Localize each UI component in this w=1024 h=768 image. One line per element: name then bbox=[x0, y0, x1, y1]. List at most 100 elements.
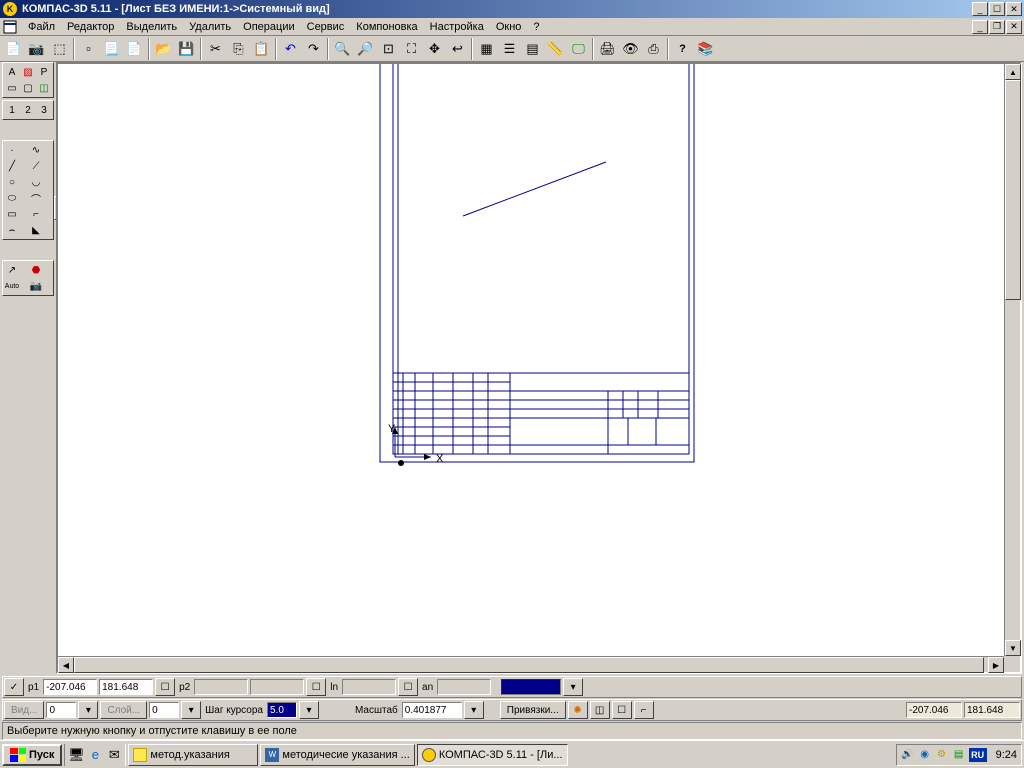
props-icon[interactable]: 📷 bbox=[28, 278, 44, 294]
start-button[interactable]: Пуск bbox=[2, 744, 62, 766]
auto-icon[interactable]: Auto bbox=[4, 278, 20, 294]
menu-window[interactable]: Окно bbox=[490, 19, 528, 35]
num-3-icon[interactable]: 3 bbox=[36, 102, 52, 118]
paste-icon[interactable]: 📋 bbox=[250, 38, 273, 60]
close-button[interactable]: ✕ bbox=[1006, 2, 1022, 16]
mode-hatch-icon[interactable]: ▨ bbox=[20, 64, 36, 80]
line-style-dropdown-icon[interactable]: ▾ bbox=[563, 678, 583, 696]
print-icon[interactable]: 🖨 bbox=[596, 38, 619, 60]
p2-x-input[interactable] bbox=[194, 679, 248, 695]
task-btn-0[interactable]: метод.указания bbox=[128, 744, 258, 766]
mode-2-icon[interactable]: ▢ bbox=[20, 80, 36, 96]
menu-select[interactable]: Выделить bbox=[120, 19, 183, 35]
plot-icon[interactable]: ⎙ bbox=[642, 38, 665, 60]
help-cursor-icon[interactable]: ? bbox=[671, 38, 694, 60]
scroll-down-button[interactable]: ▼ bbox=[1005, 640, 1021, 656]
scale-input[interactable] bbox=[402, 702, 462, 718]
snap3-icon[interactable]: ☐ bbox=[612, 701, 632, 719]
p1-lock-icon[interactable]: ✓ bbox=[4, 678, 24, 696]
ln-lock-icon[interactable]: ☐ bbox=[306, 678, 326, 696]
an-input[interactable] bbox=[437, 679, 491, 695]
arrow-icon[interactable]: ↗ bbox=[4, 262, 20, 278]
volume-icon[interactable]: 🔊 bbox=[901, 748, 915, 762]
zoom-out-icon[interactable]: 🔎 bbox=[354, 38, 377, 60]
ellipse-icon[interactable]: ⬭ bbox=[4, 190, 20, 206]
snap1-icon[interactable]: ✺ bbox=[568, 701, 588, 719]
cut-icon[interactable]: ✂ bbox=[204, 38, 227, 60]
polyline-icon[interactable]: ⌐ bbox=[28, 206, 44, 222]
scroll-thumb-h[interactable] bbox=[74, 657, 984, 673]
tray-icon-2[interactable]: ◉ bbox=[918, 748, 932, 762]
mode-a-icon[interactable]: A bbox=[4, 64, 20, 80]
an-lock-icon[interactable]: ☐ bbox=[398, 678, 418, 696]
task-btn-1[interactable]: W методичесие указания ... bbox=[260, 744, 414, 766]
fillet-icon[interactable]: ⌢ bbox=[4, 222, 20, 238]
zoom-in-icon[interactable]: 🔍 bbox=[331, 38, 354, 60]
rect-icon[interactable]: ▭ bbox=[4, 206, 20, 222]
view-input[interactable] bbox=[46, 702, 76, 718]
line-style-preview[interactable] bbox=[501, 679, 561, 695]
scroll-right-button[interactable]: ▶ bbox=[988, 657, 1004, 673]
num-2-icon[interactable]: 2 bbox=[20, 102, 36, 118]
line-icon[interactable]: ╱ bbox=[4, 158, 20, 174]
layers-icon[interactable]: ☰ bbox=[498, 38, 521, 60]
stop-icon[interactable]: ⬣ bbox=[28, 262, 44, 278]
save-icon[interactable]: 💾 bbox=[175, 38, 198, 60]
new-sheet-icon[interactable]: ▫ bbox=[77, 38, 100, 60]
layer-button[interactable]: Слой... bbox=[100, 701, 147, 719]
cursor-step-input[interactable] bbox=[267, 702, 297, 718]
scroll-up-button[interactable]: ▲ bbox=[1005, 64, 1021, 80]
aux-line-icon[interactable]: ⟋ bbox=[28, 158, 44, 174]
layer-dropdown-icon[interactable]: ▾ bbox=[181, 701, 201, 719]
mdi-minimize-button[interactable]: _ bbox=[972, 20, 988, 34]
copy-icon[interactable]: ⎘ bbox=[227, 38, 250, 60]
mdi-icon[interactable] bbox=[2, 19, 18, 35]
minimize-button[interactable]: _ bbox=[972, 2, 988, 16]
zoom-fit-icon[interactable]: ⛶ bbox=[400, 38, 423, 60]
arc2-icon[interactable]: ◡ bbox=[28, 174, 44, 190]
menu-help[interactable]: ? bbox=[527, 19, 545, 35]
spline-icon[interactable]: ∿ bbox=[28, 142, 44, 158]
scale-dropdown-icon[interactable]: ▾ bbox=[464, 701, 484, 719]
snap2-icon[interactable]: ◫ bbox=[590, 701, 610, 719]
chamfer-icon[interactable]: ◣ bbox=[28, 222, 44, 238]
snap-button[interactable]: Привязки... bbox=[500, 701, 566, 719]
menu-settings[interactable]: Настройка bbox=[424, 19, 490, 35]
pan-icon[interactable]: ✥ bbox=[423, 38, 446, 60]
ql-oe-icon[interactable]: ✉ bbox=[105, 746, 123, 764]
menu-editor[interactable]: Редактор bbox=[61, 19, 120, 35]
mdi-restore-button[interactable]: ❐ bbox=[989, 20, 1005, 34]
redo-icon[interactable]: ↷ bbox=[302, 38, 325, 60]
mdi-close-button[interactable]: ✕ bbox=[1006, 20, 1022, 34]
p2-y-input[interactable] bbox=[250, 679, 304, 695]
menu-layout[interactable]: Компоновка bbox=[350, 19, 423, 35]
mode-3-icon[interactable]: ◫ bbox=[36, 80, 52, 96]
ln-input[interactable] bbox=[342, 679, 396, 695]
undo-icon[interactable]: ↶ bbox=[279, 38, 302, 60]
tray-icon-3[interactable]: ⚙ bbox=[935, 748, 949, 762]
layer-input[interactable] bbox=[149, 702, 179, 718]
tray-icon-4[interactable]: ▤ bbox=[952, 748, 966, 762]
menu-service[interactable]: Сервис bbox=[301, 19, 351, 35]
view-dropdown-icon[interactable]: ▾ bbox=[78, 701, 98, 719]
circle-icon[interactable]: ○ bbox=[4, 174, 20, 190]
menu-file[interactable]: Файл bbox=[22, 19, 61, 35]
point-icon[interactable]: · bbox=[4, 142, 20, 158]
lang-indicator[interactable]: RU bbox=[969, 748, 987, 762]
cursor-step-dropdown-icon[interactable]: ▾ bbox=[299, 701, 319, 719]
scroll-thumb-v[interactable] bbox=[1005, 80, 1021, 300]
new-3d-icon[interactable]: 📄 bbox=[2, 38, 25, 60]
scroll-left-button[interactable]: ◀ bbox=[58, 657, 74, 673]
maximize-button[interactable]: ☐ bbox=[989, 2, 1005, 16]
drawing-canvas[interactable]: Y X bbox=[58, 64, 1004, 656]
part-icon[interactable]: ⬚ bbox=[48, 38, 71, 60]
camera-icon[interactable]: 📷 bbox=[25, 38, 48, 60]
p2-lock-icon[interactable]: ☐ bbox=[155, 678, 175, 696]
ruler-icon[interactable]: 📏 bbox=[544, 38, 567, 60]
display-icon[interactable]: 🖵 bbox=[567, 38, 590, 60]
library-icon[interactable]: 📚 bbox=[694, 38, 717, 60]
p1-y-input[interactable] bbox=[99, 679, 153, 695]
vertical-scrollbar[interactable]: ▲ ▼ bbox=[1004, 64, 1020, 656]
open-icon[interactable]: 📂 bbox=[152, 38, 175, 60]
mode-1-icon[interactable]: ▭ bbox=[4, 80, 20, 96]
